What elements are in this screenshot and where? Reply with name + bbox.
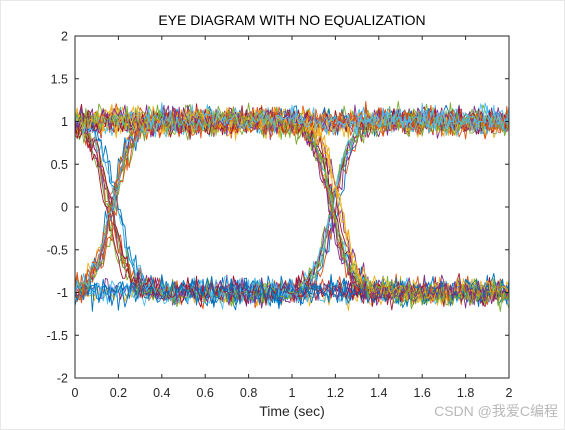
series-traces bbox=[75, 100, 509, 312]
x-axis: 0 0.2 0.4 0.6 0.8 1 1.2 1.4 1.6 1.8 2 bbox=[72, 36, 513, 400]
y-tick-label: 1.5 bbox=[51, 72, 68, 86]
x-tick-label: 0.4 bbox=[153, 386, 170, 400]
x-axis-label: Time (sec) bbox=[259, 403, 325, 419]
eye-trace bbox=[75, 111, 509, 308]
eye-trace bbox=[75, 276, 509, 310]
x-tick-label: 0.2 bbox=[110, 386, 127, 400]
plot-area bbox=[75, 36, 509, 378]
x-tick-label: 1.4 bbox=[370, 386, 387, 400]
y-tick-label: 1 bbox=[61, 115, 68, 129]
y-axis: -2 -1.5 -1 -0.5 0 0.5 1 1.5 2 bbox=[46, 30, 509, 386]
y-tick-label: 0.5 bbox=[51, 158, 68, 172]
x-tick-label: 0 bbox=[72, 386, 79, 400]
x-tick-label: 1 bbox=[289, 386, 296, 400]
eye-trace bbox=[75, 119, 509, 308]
y-tick-label: -1.5 bbox=[46, 329, 68, 343]
x-tick-label: 1.2 bbox=[327, 386, 344, 400]
x-tick-label: 1.6 bbox=[414, 386, 431, 400]
y-tick-label: 0 bbox=[61, 201, 68, 215]
eye-trace bbox=[75, 104, 509, 307]
x-tick-label: 0.6 bbox=[197, 386, 214, 400]
watermark: CSDN @我爱C编程 bbox=[434, 403, 558, 419]
x-tick-label: 1.8 bbox=[457, 386, 474, 400]
y-tick-label: -2 bbox=[57, 372, 68, 386]
x-tick-label: 2 bbox=[506, 386, 513, 400]
x-tick-label: 0.8 bbox=[240, 386, 257, 400]
y-tick-label: 2 bbox=[61, 30, 68, 44]
chart-title: EYE DIAGRAM WITH NO EQUALIZATION bbox=[158, 12, 425, 28]
eye-trace bbox=[75, 102, 509, 297]
y-tick-label: -1 bbox=[57, 286, 68, 300]
y-tick-label: -0.5 bbox=[46, 243, 68, 257]
